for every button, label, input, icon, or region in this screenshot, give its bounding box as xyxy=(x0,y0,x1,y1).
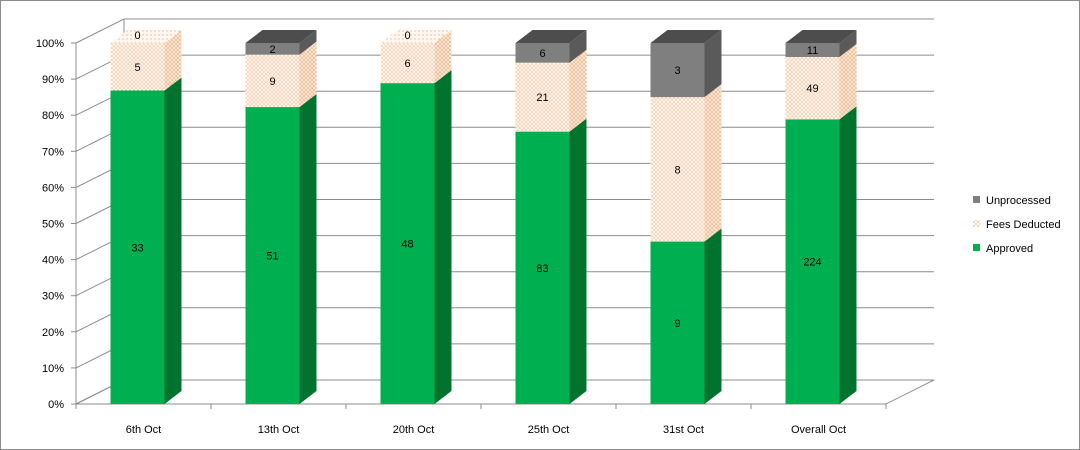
x-tick-label: 25th Oct xyxy=(528,424,570,436)
bar-13th-oct-approved xyxy=(245,107,300,404)
bar-31st-oct-top xyxy=(650,30,722,43)
data-label-overall-oct-unprocessed: 11 xyxy=(807,45,818,57)
bar-overall-oct-unprocessed xyxy=(785,43,840,57)
bar-group-20th-oct xyxy=(380,30,452,404)
bar-20th-oct-approved-side xyxy=(434,70,452,404)
bar-25th-oct-approved-side xyxy=(569,118,587,404)
y-tick-label: 70% xyxy=(42,146,64,158)
bar-13th-oct-unprocessed xyxy=(245,43,300,55)
bar-25th-oct-unprocessed-side xyxy=(569,30,587,63)
bar-20th-oct-fees-deducted-side xyxy=(434,30,452,84)
x-tick-label: 31st Oct xyxy=(663,424,704,436)
y-tick-label: 50% xyxy=(42,219,64,231)
legend-swatch-fees-deducted xyxy=(973,220,980,227)
y-tick-label: 40% xyxy=(42,255,64,267)
bar-group-6th-oct xyxy=(110,30,182,404)
legend-swatch-unprocessed xyxy=(973,196,980,203)
bar-6th-oct-fees-deducted xyxy=(110,43,165,91)
y-tick-label: 10% xyxy=(42,363,64,375)
data-label-25th-oct-fees-deducted: 21 xyxy=(536,92,548,104)
bar-31st-oct-fees-deducted xyxy=(650,97,705,242)
bar-31st-oct-fees-deducted-side xyxy=(704,84,722,242)
y-tick-label: 30% xyxy=(42,291,64,303)
bar-overall-oct-top xyxy=(785,30,857,43)
bar-6th-oct-fees-deducted-side xyxy=(164,30,182,91)
bar-group-13th-oct xyxy=(245,30,317,404)
bar-25th-oct-top xyxy=(515,30,587,43)
bar-group-31st-oct xyxy=(650,30,722,404)
bars xyxy=(110,30,857,405)
data-label-13th-oct-approved: 51 xyxy=(266,251,278,263)
data-label-20th-oct-approved: 48 xyxy=(401,239,413,251)
y-tick-label: 90% xyxy=(42,74,64,86)
bar-overall-oct-approved-side xyxy=(839,106,857,404)
data-label-31st-oct-fees-deducted: 8 xyxy=(674,164,680,176)
bar-20th-oct-approved xyxy=(380,83,435,404)
y-tick-label: 20% xyxy=(42,327,64,339)
bar-overall-oct-fees-deducted xyxy=(785,56,840,120)
bar-13th-oct-approved-side xyxy=(299,94,317,404)
data-label-31st-oct-approved: 9 xyxy=(674,318,680,330)
data-label-6th-oct-fees-deducted: 5 xyxy=(134,62,140,74)
x-tick-label: Overall Oct xyxy=(791,424,846,436)
bar-31st-oct-unprocessed-side xyxy=(704,30,722,98)
data-label-20th-oct-unprocessed: 0 xyxy=(404,30,410,42)
bar-13th-oct-unprocessed-side xyxy=(299,30,317,55)
bar-overall-oct-unprocessed-side xyxy=(839,30,857,57)
legend-label-approved: Approved xyxy=(986,243,1033,255)
data-label-25th-oct-approved: 83 xyxy=(536,263,548,275)
bar-overall-oct-approved xyxy=(785,119,840,404)
legend-label-fees-deducted: Fees Deducted xyxy=(986,219,1061,231)
bar-6th-oct-approved xyxy=(110,90,165,404)
legend: Unprocessed Fees Deducted Approved xyxy=(973,195,1061,255)
legend-label-unprocessed: Unprocessed xyxy=(986,195,1051,207)
data-label-overall-oct-fees-deducted: 49 xyxy=(806,83,818,95)
y-tick-label: 0% xyxy=(48,399,64,411)
bar-13th-oct-top xyxy=(245,30,317,43)
bar-13th-oct-fees-deducted-side xyxy=(299,41,317,108)
x-tick-label: 13th Oct xyxy=(258,424,300,436)
legend-swatch-approved xyxy=(973,244,980,251)
bar-overall-oct-fees-deducted-side xyxy=(839,43,857,120)
bar-31st-oct-unprocessed xyxy=(650,43,705,98)
bar-6th-oct-top xyxy=(110,30,182,43)
x-tick-label: 6th Oct xyxy=(126,424,161,436)
x-tick-label: 20th Oct xyxy=(393,424,435,436)
axes: 0% 10% 20% 30% 40% 50% 60% 70% 80% 90% 100% 6th Oct… xyxy=(36,38,887,436)
bar-20th-oct-fees-deducted xyxy=(380,43,435,84)
bar-31st-oct-approved xyxy=(650,241,705,404)
data-label-overall-oct-approved: 224 xyxy=(803,257,821,269)
bar-20th-oct-top xyxy=(380,30,452,43)
bar-25th-oct-fees-deducted-side xyxy=(569,49,587,132)
y-tick-label: 60% xyxy=(42,182,64,194)
bar-25th-oct-approved xyxy=(515,131,570,405)
bar-group-25th-oct xyxy=(515,30,587,405)
bar-13th-oct-fees-deducted xyxy=(245,54,300,108)
data-label-6th-oct-unprocessed: 0 xyxy=(134,30,140,42)
bar-25th-oct-unprocessed xyxy=(515,43,570,63)
y-tick-label: 80% xyxy=(42,110,64,122)
data-label-13th-oct-unprocessed: 2 xyxy=(269,44,275,56)
data-label-6th-oct-approved: 33 xyxy=(131,242,143,254)
data-label-13th-oct-fees-deducted: 9 xyxy=(269,76,275,88)
bar-6th-oct-approved-side xyxy=(164,77,182,404)
data-label-25th-oct-unprocessed: 6 xyxy=(539,48,545,60)
bar-group-overall-oct xyxy=(785,30,857,404)
bar-25th-oct-fees-deducted xyxy=(515,62,570,132)
data-label-31st-oct-unprocessed: 3 xyxy=(674,65,680,77)
data-label-20th-oct-fees-deducted: 6 xyxy=(404,58,410,70)
y-tick-label: 100% xyxy=(36,38,64,50)
bar-31st-oct-approved-side xyxy=(704,228,722,404)
